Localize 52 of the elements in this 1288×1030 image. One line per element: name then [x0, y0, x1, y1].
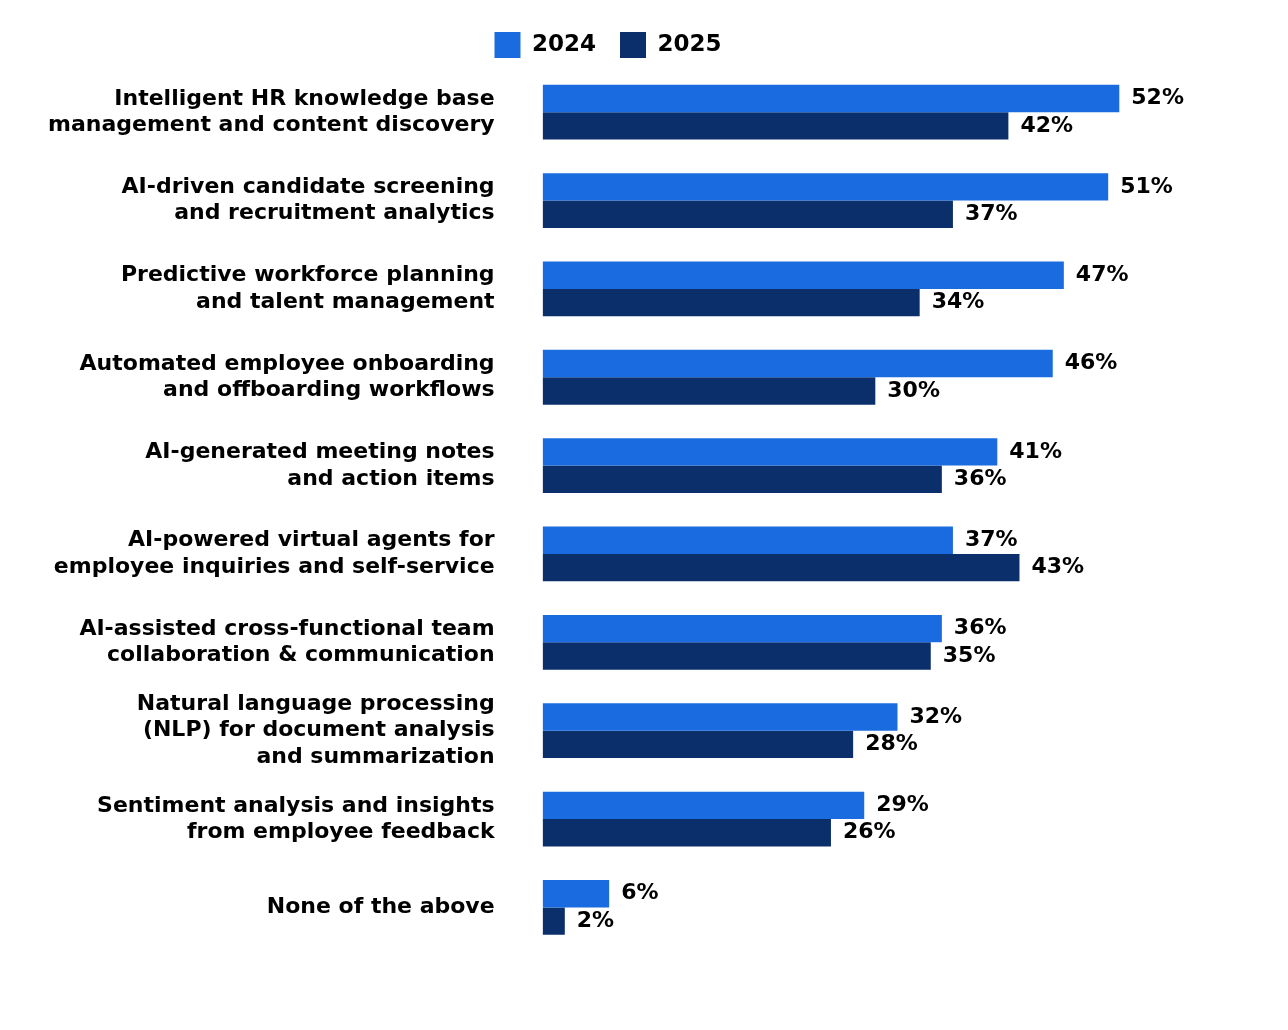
y-tick-label: AI-assisted cross-functional team collaboration & communication: [79, 614, 495, 667]
data-label: 36%: [953, 614, 1007, 640]
data-label: 26%: [842, 818, 896, 844]
bar: [542, 84, 1120, 113]
bar: [542, 200, 953, 228]
bar: [542, 438, 998, 466]
data-label: 2%: [576, 906, 615, 932]
data-label: 6%: [621, 879, 659, 905]
y-tick-label: AI-generated meeting notes and action items: [145, 438, 495, 490]
data-label: 36%: [953, 465, 1007, 491]
y-tick-label: Natural language processing (NLP) for document analysis and summarization: [136, 690, 495, 768]
data-label: 42%: [1020, 111, 1074, 137]
data-label: 30%: [887, 376, 940, 402]
data-label: 51%: [1120, 172, 1173, 198]
data-label: 35%: [942, 641, 996, 667]
data-label: 37%: [964, 199, 1018, 225]
bar: [542, 377, 876, 405]
bar: [542, 703, 898, 731]
bar: [542, 465, 942, 494]
data-label: 34%: [931, 288, 985, 314]
y-tick-label: AI-powered virtual agents for employee inquiries and self-service: [53, 526, 495, 578]
bar: [542, 819, 831, 847]
y-tick-label: Automated employee onboarding and offboarding workflows: [79, 349, 495, 402]
legend-label: 2025: [657, 29, 722, 56]
y-tick-label: Sentiment analysis and insights from employee feedback: [97, 791, 496, 843]
bar: [542, 880, 610, 908]
bar: [542, 642, 931, 670]
bar: [542, 349, 1053, 378]
bar: [542, 261, 1064, 289]
bar: [542, 288, 920, 317]
data-label: 28%: [865, 730, 918, 756]
data-label: 29%: [876, 791, 929, 817]
data-label: 41%: [1009, 437, 1062, 463]
y-tick-label: None of the above: [266, 893, 495, 919]
y-tick-label: Predictive workforce planning and talent management: [120, 261, 496, 313]
bar: [542, 526, 953, 554]
data-label: 32%: [909, 702, 963, 728]
data-label: 46%: [1064, 349, 1118, 375]
bar: [542, 173, 1109, 201]
y-tick-label: Intelligent HR knowledge base management and content discovery: [47, 84, 495, 137]
y-tick-label: AI-driven candidate screening and recruitment analytics: [121, 173, 495, 225]
bar: [542, 730, 854, 759]
bar: [542, 791, 865, 820]
legend-label: 2024: [531, 29, 596, 56]
data-label: 47%: [1075, 260, 1129, 286]
bar: [542, 614, 942, 643]
bar: [542, 907, 565, 935]
bar: [542, 112, 1009, 140]
data-label: 52%: [1131, 84, 1184, 110]
data-label: 37%: [964, 526, 1018, 551]
data-label: 43%: [1031, 553, 1085, 579]
bar: [542, 553, 1020, 582]
